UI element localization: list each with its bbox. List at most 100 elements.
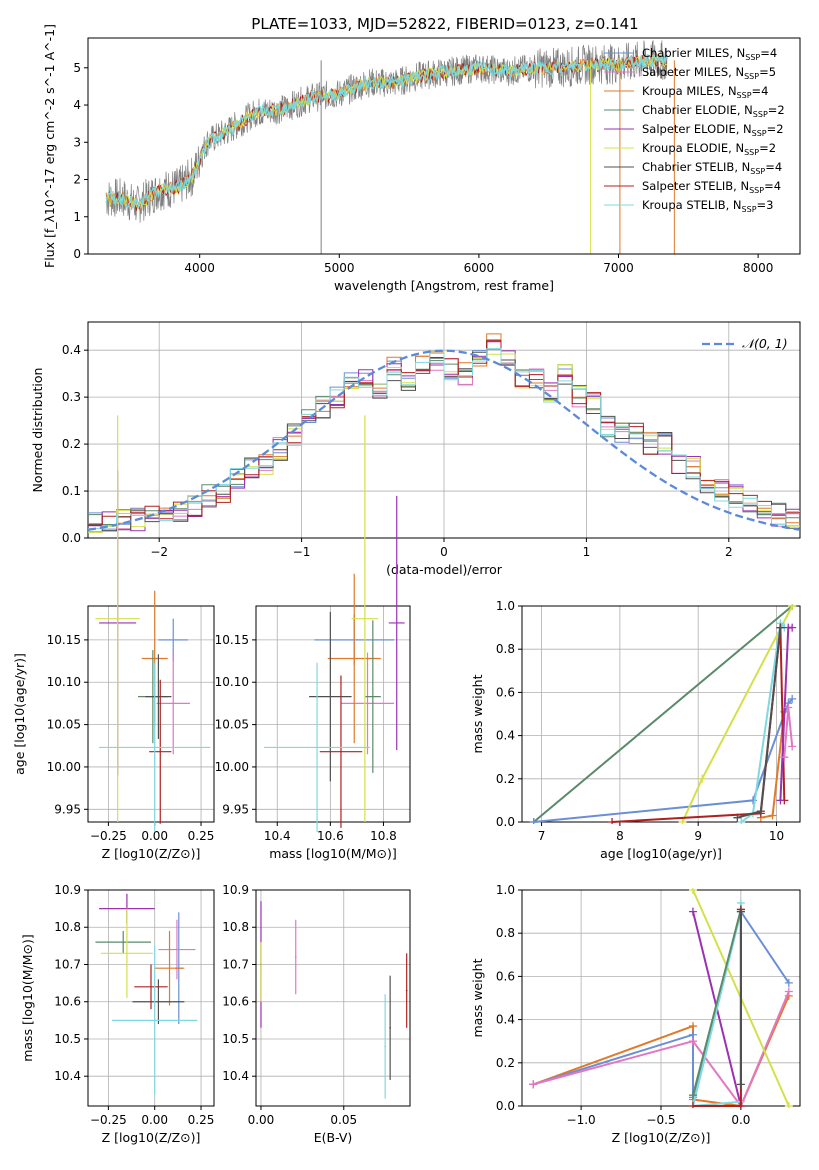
x-tick-label: −1.0 — [567, 1113, 596, 1127]
x-tick-label: 10.6 — [317, 829, 344, 843]
weight-point — [780, 753, 789, 762]
y-axis-label: Normed distribution — [30, 368, 45, 493]
axes-frame — [521, 605, 801, 823]
y-tick-label: 10.10 — [47, 675, 81, 689]
y-tick-label: 0.4 — [496, 1013, 515, 1027]
y-tick-label: 10.9 — [222, 883, 249, 897]
y-tick-label: 0.8 — [496, 642, 515, 656]
weight-point — [776, 623, 785, 632]
legend-entry: 𝒩(0, 1) — [742, 336, 788, 351]
x-tick-label: 7000 — [603, 261, 634, 275]
y-tick-label: 10.05 — [215, 718, 249, 732]
y-axis-label: mass weight — [470, 958, 485, 1037]
y-tick-label: 10.8 — [54, 920, 81, 934]
x-tick-label: 1 — [583, 545, 591, 559]
y-tick-label: 0.6 — [496, 685, 515, 699]
model-spectrum — [105, 52, 668, 212]
x-tick-label: 10.4 — [264, 829, 291, 843]
weight-point — [788, 742, 797, 751]
y-tick-label: 0.2 — [496, 772, 515, 786]
weight-point — [688, 1022, 697, 1031]
chart-weight-vs-age: 7 8 9 10 0.0 0.2 0.4 0.6 0.8 1.0 age [log10(age/yr… — [470, 599, 801, 861]
weight-point — [678, 818, 687, 824]
axes-frame — [255, 605, 411, 823]
weight-series — [783, 707, 794, 758]
observed-spectrum — [105, 40, 668, 223]
weight-series — [533, 605, 793, 823]
y-tick-label: 10.00 — [47, 760, 81, 774]
y-tick-label: 10.6 — [222, 995, 249, 1009]
y-tick-label: 10.05 — [47, 718, 81, 732]
chart-age-vs-Z: −0.25 0.00 0.25 9.95 10.00 10.05 10.10 10.15 Z [… — [12, 415, 215, 861]
x-tick-label: 5000 — [324, 261, 355, 275]
x-tick-label: 0.05 — [330, 1113, 357, 1127]
chart-mass-vs-Z: −0.25 0.00 0.25 10.4 10.5 10.6 10.7 10.8 10.9 Z [… — [20, 883, 215, 1145]
x-tick-label: 9 — [694, 829, 702, 843]
x-tick-label: 8000 — [743, 261, 774, 275]
x-tick-label: −0.5 — [646, 1113, 675, 1127]
y-tick-label: 10.15 — [215, 633, 249, 647]
x-axis-label: age [log10(age/yr)] — [600, 846, 722, 861]
y-tick-label: 10.7 — [54, 957, 81, 971]
legend-entry: Chabrier MILES, NSSP=4 — [642, 46, 777, 62]
legend-entry: Salpeter STELIB, NSSP=4 — [642, 179, 781, 195]
y-tick-label: 5 — [73, 61, 81, 75]
weight-point — [688, 888, 697, 894]
histogram-series — [88, 348, 800, 530]
y-tick-label: 10.5 — [54, 1032, 81, 1046]
weight-series — [692, 909, 742, 1096]
y-tick-label: 1 — [73, 210, 81, 224]
legend-entry: Chabrier ELODIE, NSSP=2 — [642, 103, 785, 119]
y-tick-label: 10.4 — [222, 1069, 249, 1083]
y-tick-label: 1.0 — [496, 883, 515, 897]
y-tick-label: 10.00 — [215, 760, 249, 774]
y-tick-label: 2 — [73, 173, 81, 187]
weight-series — [533, 698, 793, 823]
legend-entry: Chabrier STELIB, NSSP=4 — [642, 160, 782, 176]
y-tick-label: 9.95 — [54, 802, 81, 816]
weight-point — [529, 818, 538, 824]
y-tick-label: 0.1 — [62, 484, 81, 498]
weight-series — [740, 621, 786, 823]
weight-series — [737, 627, 782, 819]
y-axis-label: mass [log10(M/M⊙)] — [20, 934, 35, 1062]
weight-point — [784, 987, 793, 996]
axes-frame — [521, 889, 801, 1107]
x-axis-label: Z [log10(Z/Z⊙)] — [102, 846, 201, 861]
weight-point — [608, 818, 617, 824]
legend-entry: Kroupa MILES, NSSP=4 — [642, 84, 768, 100]
figure-title: PLATE=1033, MJD=52822, FIBERID=0123, z=0… — [251, 15, 638, 33]
chart-mass-vs-ebv: 0.00 0.05 10.4 10.5 10.6 10.7 10.8 10.9 E(B-V) — [222, 883, 411, 1145]
model-spectrum — [105, 53, 668, 210]
x-tick-label: 0.0 — [731, 1113, 750, 1127]
panels: 4000 5000 6000 7000 8000 0 1 2 3 4 5 wavelength [An… — [12, 24, 801, 1145]
x-tick-label: 0.00 — [141, 1113, 168, 1127]
x-tick-label: 0.00 — [141, 829, 168, 843]
axes-frame — [87, 37, 801, 255]
y-tick-label: 1.0 — [496, 599, 515, 613]
chart-weight-vs-Z: −1.0 −0.5 0.0 0.0 0.2 0.4 0.6 0.8 1.0 Z [log10(Z/… — [470, 883, 801, 1145]
y-tick-label: 0.0 — [62, 531, 81, 545]
y-axis-label: mass weight — [470, 674, 485, 753]
x-tick-label: 10 — [769, 829, 784, 843]
legend-entry: Kroupa STELIB, NSSP=3 — [642, 198, 773, 214]
axes-frame — [87, 321, 801, 539]
x-axis-label: wavelength [Angstrom, rest frame] — [334, 278, 554, 293]
x-tick-label: 0.00 — [248, 1113, 275, 1127]
y-tick-label: 10.8 — [222, 920, 249, 934]
y-tick-label: 0.0 — [496, 1099, 515, 1113]
y-tick-label: 0.6 — [496, 969, 515, 983]
weight-point — [736, 1102, 745, 1108]
x-axis-label: Z [log10(Z/Z⊙)] — [612, 1130, 711, 1145]
axes-frame — [87, 889, 215, 1107]
weight-point — [688, 907, 697, 916]
y-tick-label: 10.10 — [215, 675, 249, 689]
y-tick-label: 0.2 — [62, 437, 81, 451]
legend-entry: Salpeter ELODIE, NSSP=2 — [642, 122, 784, 138]
y-tick-label: 0.2 — [496, 1056, 515, 1070]
x-axis-label: mass [log10(M/M⊙)] — [269, 846, 397, 861]
weight-point — [529, 1080, 538, 1089]
y-tick-label: 10.4 — [54, 1069, 81, 1083]
x-tick-label: 0.25 — [188, 829, 215, 843]
y-tick-label: 10.15 — [47, 633, 81, 647]
